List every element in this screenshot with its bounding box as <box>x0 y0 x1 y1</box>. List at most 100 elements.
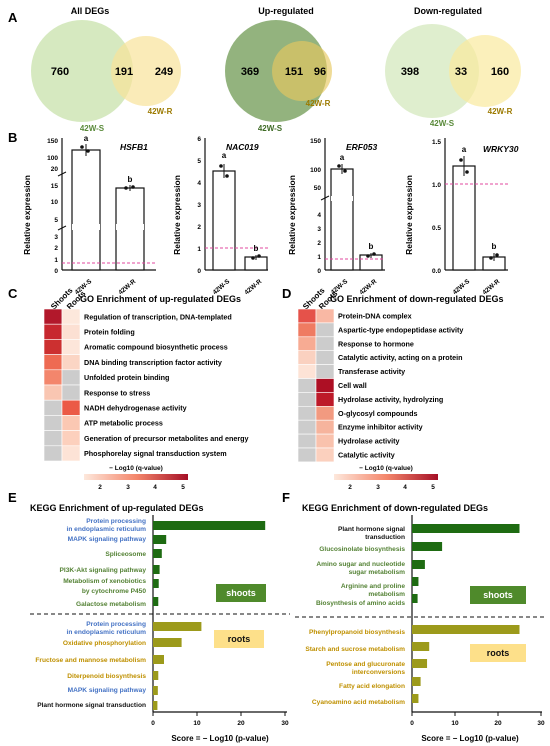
kegg-bar-roots <box>153 638 182 647</box>
heatmap-cell <box>61 323 81 340</box>
tick-label: 3 <box>197 202 201 209</box>
venn-right-label: 42W-R <box>488 107 513 116</box>
replicate-dot <box>366 254 370 258</box>
heatmap-cell <box>297 364 317 379</box>
pathway-label: metabolism <box>368 591 405 598</box>
kegg-bar-shoots <box>153 579 159 588</box>
x-tick-label: 30 <box>537 720 545 727</box>
tick-label: 0 <box>197 268 201 275</box>
roots-box <box>214 630 264 648</box>
go-term-label: NADH dehydrogenase activity <box>84 404 187 413</box>
heatmap-cell <box>315 405 335 421</box>
pathway-label: Metabolism of xenobiotics <box>63 578 146 585</box>
pathway-label: Diterpenoid biosynthesis <box>67 673 146 680</box>
pathway-label: Fructose and mannose metabolism <box>35 657 146 664</box>
tick-label: 6 <box>197 136 201 143</box>
tick-label: 0 <box>317 268 321 275</box>
go-term-label: Hydrolase activity <box>338 437 400 446</box>
x-tick-label: 10 <box>451 720 459 727</box>
shoots-box <box>216 584 266 602</box>
tick-label: 0.5 <box>432 225 441 232</box>
go-heatmap-down: GO Enrichment of down-regulated DEGs Sho… <box>297 285 504 491</box>
qpcr-ylabel: Relative expression <box>404 175 414 255</box>
color-scale-tick: 4 <box>403 484 407 491</box>
bar-break-gap <box>116 224 144 230</box>
heatmap-cell <box>61 430 81 447</box>
kegg-title: KEGG Enrichment of down-regulated DEGs <box>302 503 488 513</box>
venn-overlap-count: 33 <box>455 66 467 78</box>
kegg-bar-shoots <box>153 535 167 544</box>
go-term-label: Catalytic activity <box>338 450 395 459</box>
kegg-chart-up: KEGG Enrichment of up-regulated DEGs Pro… <box>30 503 290 743</box>
go-term-label: Unfolded protein binding <box>84 373 169 382</box>
shoots-box-label: shoots <box>483 590 513 600</box>
panel-letter-c: C <box>8 286 18 301</box>
kegg-bar-roots <box>153 622 202 631</box>
venn-left-circle <box>31 20 133 122</box>
tick-label: 1 <box>197 246 201 253</box>
heatmap-cell <box>43 308 63 325</box>
venn-all-degs: All DEGs 760 191 249 42W-R 42W-S <box>31 6 181 133</box>
venn-right-circle <box>449 35 521 107</box>
significance-letter: a <box>462 145 467 154</box>
venn-right-circle <box>111 36 181 106</box>
x-tick-label: 20 <box>237 720 245 727</box>
heatmap-cell <box>61 354 81 371</box>
heatmap-cells: Regulation of transcription, DNA-templat… <box>43 308 249 462</box>
venn-right-count: 96 <box>314 66 326 78</box>
replicate-dot <box>80 145 84 149</box>
tick-label: 100 <box>47 155 58 162</box>
color-scale-label: − Log10 (q-value) <box>359 465 413 472</box>
replicate-dot <box>251 256 255 260</box>
color-scale-tick: 2 <box>348 484 352 491</box>
kegg-bar-shoots <box>153 565 160 574</box>
go-term-label: O-glycosyl compounds <box>338 409 417 418</box>
kegg-bar-roots <box>412 694 419 703</box>
kegg-bar-roots <box>153 701 158 710</box>
venn-right-label: 42W-R <box>148 107 173 116</box>
venn-overlap-count: 191 <box>115 66 133 78</box>
kegg-bar-roots <box>153 655 164 664</box>
x-tick-label: 30 <box>281 720 289 727</box>
pathway-label: transduction <box>365 534 405 541</box>
replicate-dot <box>495 253 499 257</box>
replicate-dot <box>257 254 261 258</box>
heatmap-cell <box>315 419 335 435</box>
pathway-label: Cyanoamino acid metabolism <box>312 699 405 706</box>
go-term-label: Aspartic-type endopeptidase activity <box>338 325 463 334</box>
venn-up-regulated: Up-regulated 369 151 96 42W-R 42W-S <box>225 6 332 133</box>
panel-letter-e: E <box>8 490 17 505</box>
color-scale-tick: 4 <box>153 484 157 491</box>
qpcr-ylabel: Relative expression <box>22 175 32 255</box>
venn-left-count: 398 <box>401 66 419 78</box>
tick-label: 2 <box>54 245 58 252</box>
heatmap-cell <box>297 378 317 393</box>
color-scale-bar <box>334 474 438 480</box>
kegg-bar-shoots <box>153 597 159 606</box>
go-term-label: Phosphorelay signal transduction system <box>84 449 227 458</box>
bar-42w-s <box>330 168 354 271</box>
pathway-label: Protein processing <box>86 518 146 525</box>
tick-label: 3 <box>54 234 58 241</box>
heatmap-cell <box>61 415 81 431</box>
pathway-label: Arginine and proline <box>341 583 405 590</box>
kegg-chart-down: KEGG Enrichment of down-regulated DEGs P… <box>295 503 545 743</box>
venn-right-label: 42W-R <box>306 99 331 108</box>
heatmap-cell <box>61 399 81 416</box>
kegg-bar-roots <box>412 642 430 651</box>
tick-label: 3 <box>317 226 321 233</box>
heatmap-cell <box>297 392 317 407</box>
venn-title: All DEGs <box>71 6 110 16</box>
heatmap-cell <box>315 447 335 463</box>
roots-box-label: roots <box>487 648 510 658</box>
pathway-label: sugar metabolism <box>349 569 406 576</box>
x-axis-ticks: 0 10 20 30 <box>151 712 289 727</box>
qpcr-chart-nac019: Relative expression 0 1 2 3 4 5 6 a b NA… <box>172 136 268 296</box>
tick-label: 50 <box>314 185 322 192</box>
pathway-label: Biosynthesis of amino acids <box>316 600 405 607</box>
x-axis-label: Score = − Log10 (p-value) <box>171 734 269 743</box>
heatmap-title: GO Enrichment of down-regulated DEGs <box>330 294 504 304</box>
heatmap-cell <box>315 350 335 365</box>
significance-letter: a <box>222 151 227 160</box>
